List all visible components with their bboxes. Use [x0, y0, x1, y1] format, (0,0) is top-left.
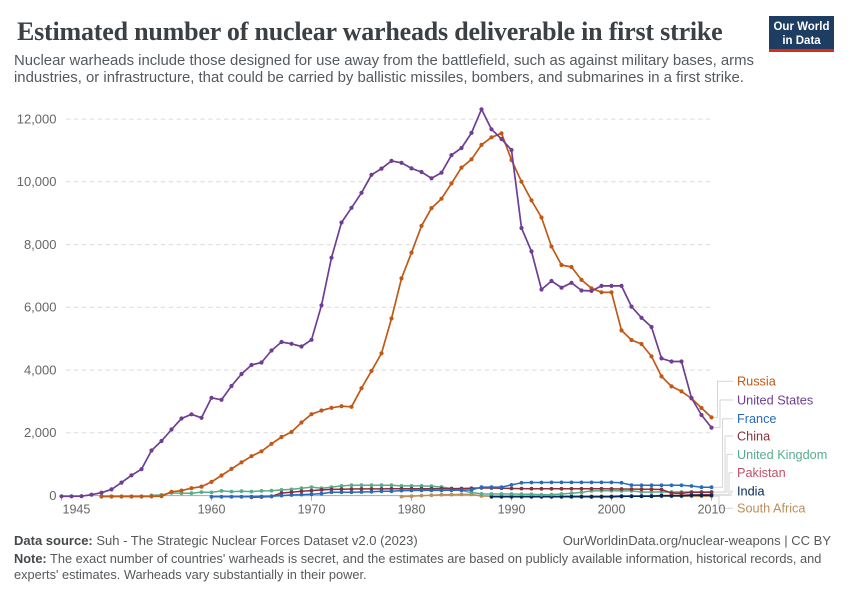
svg-text:South Africa: South Africa — [737, 502, 806, 516]
svg-text:2010: 2010 — [698, 503, 726, 517]
svg-text:1960: 1960 — [198, 503, 226, 517]
svg-text:0: 0 — [49, 488, 56, 503]
svg-text:United Kingdom: United Kingdom — [737, 448, 827, 462]
svg-text:8,000: 8,000 — [24, 237, 57, 252]
svg-text:Pakistan: Pakistan — [737, 466, 786, 480]
svg-text:India: India — [737, 485, 765, 499]
svg-text:4,000: 4,000 — [24, 362, 57, 377]
svg-text:France: France — [737, 412, 777, 426]
svg-text:Russia: Russia — [737, 375, 777, 389]
svg-text:10,000: 10,000 — [17, 174, 57, 189]
svg-text:2000: 2000 — [598, 503, 626, 517]
svg-text:China: China — [737, 429, 771, 443]
svg-text:1990: 1990 — [498, 503, 526, 517]
svg-text:2,000: 2,000 — [24, 425, 57, 440]
svg-text:6,000: 6,000 — [24, 300, 57, 315]
svg-text:United States: United States — [737, 393, 813, 407]
svg-text:1945: 1945 — [63, 503, 91, 517]
svg-text:12,000: 12,000 — [17, 111, 57, 126]
svg-text:1970: 1970 — [298, 503, 326, 517]
svg-text:1980: 1980 — [398, 503, 426, 517]
